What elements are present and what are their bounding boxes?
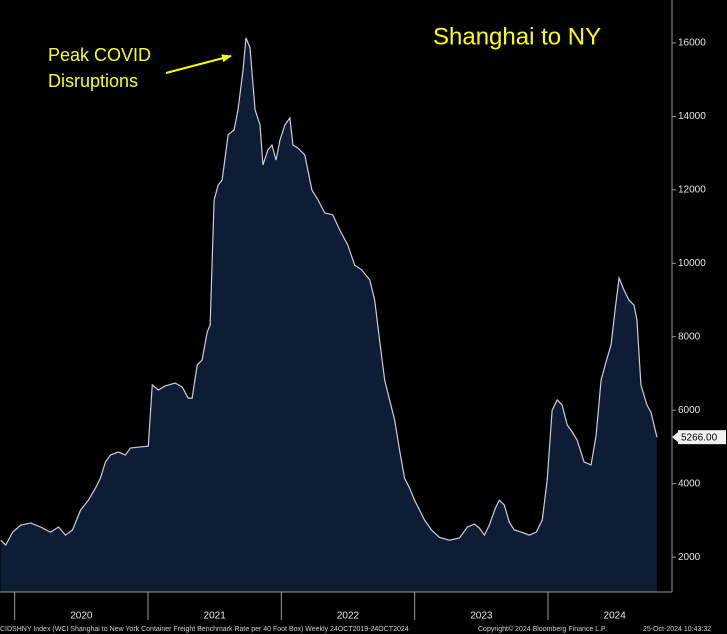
y-tick-label: 14000 (678, 111, 706, 122)
x-tick-label: 2020 (70, 611, 93, 622)
y-tick-label: 8000 (678, 331, 701, 342)
y-tick-label: 6000 (678, 405, 701, 416)
value-label: 5266.00 (681, 432, 718, 443)
plot-area (0, 37, 658, 592)
annotation: Peak COVID (48, 45, 151, 65)
last-value-pointer (672, 432, 678, 443)
y-tick-label: 12000 (678, 185, 706, 196)
x-tick-label: 2021 (204, 611, 227, 622)
chart-title: Shanghai to NY (433, 23, 601, 50)
line (0, 37, 658, 546)
last-value-box (678, 430, 726, 445)
x-tick-label: 2022 (337, 611, 360, 622)
area (0, 37, 657, 592)
x-tick-label: 2024 (604, 611, 627, 622)
y-tick-label: 4000 (678, 478, 701, 489)
x-tick-label: 2023 (470, 611, 493, 622)
y-tick-label: 16000 (678, 38, 706, 49)
y-tick-label: 10000 (678, 258, 706, 269)
timestamp: 25-Oct-2024 10:43:32 (643, 626, 711, 633)
annotation: Disruptions (48, 71, 138, 91)
source-note: CIDSHNY Index (WCI Shanghai to New York … (0, 626, 409, 633)
annotation-arrow (165, 54, 232, 74)
copyright: Copyright© 2024 Bloomberg Finance L.P. (478, 625, 607, 633)
y-tick-label: 2000 (678, 552, 701, 563)
